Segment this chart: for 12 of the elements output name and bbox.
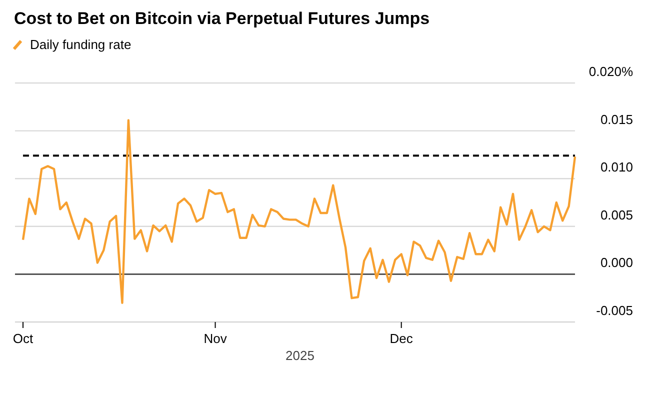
x-tick-label: Oct [12, 331, 34, 346]
y-tick-label: 0.020% [588, 64, 634, 79]
y-tick-label: 0.015 [600, 112, 633, 127]
y-tick-label: 0.010 [600, 160, 633, 175]
x-tick-label: Nov [204, 331, 228, 346]
x-axis-title: 2025 [286, 348, 314, 363]
y-tick-label: 0.005 [600, 207, 633, 222]
chart-title: Cost to Bet on Bitcoin via Perpetual Futures Jumps [14, 9, 430, 28]
legend-label: Daily funding rate [30, 37, 132, 52]
y-tick-label: 0.000 [600, 255, 633, 270]
y-tick-label: -0.005 [596, 303, 633, 318]
x-tick-label: Dec [390, 331, 414, 346]
